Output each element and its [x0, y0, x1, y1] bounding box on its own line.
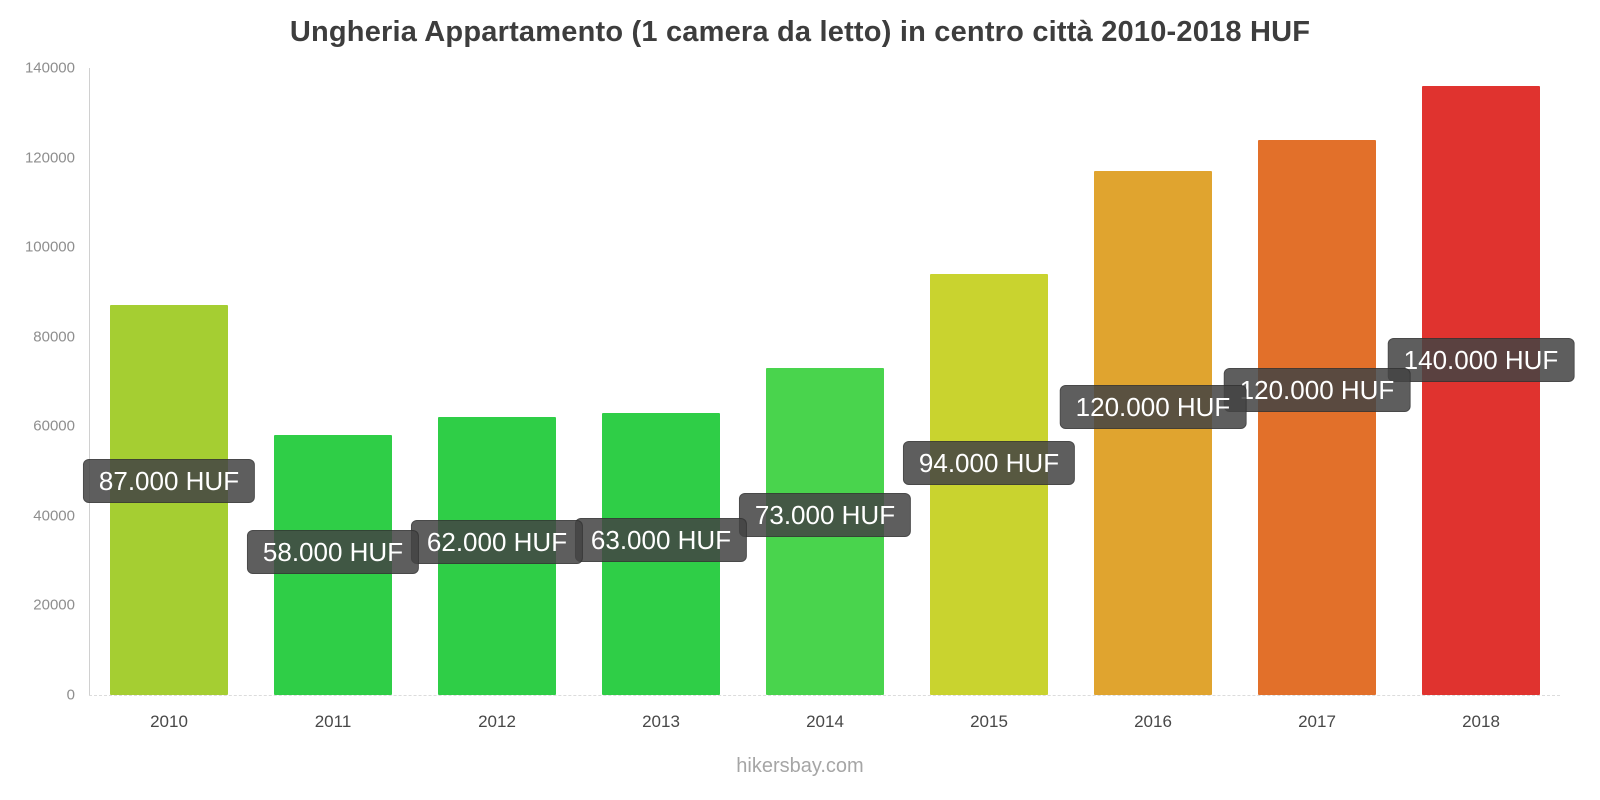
y-axis-tick-label: 140000: [24, 59, 75, 77]
value-tooltip-2010: 87.000 HUF: [82, 458, 256, 503]
y-axis-tick-label: 120000: [24, 149, 75, 167]
value-tooltip-2017: 120.000 HUF: [1223, 367, 1411, 412]
x-axis-label-2012: 2012: [478, 712, 516, 731]
y-axis-tick-label: 60000: [33, 417, 75, 435]
x-axis-label-2017: 2017: [1298, 712, 1336, 731]
chart-title: Ungheria Appartamento (1 camera da letto…: [289, 16, 1311, 48]
x-axis-label-2013: 2013: [642, 712, 680, 731]
value-tooltip-2011: 58.000 HUF: [246, 530, 420, 575]
value-tooltip-2014: 73.000 HUF: [738, 493, 912, 538]
value-tooltip-2012: 62.000 HUF: [410, 520, 584, 565]
x-axis-label-2010: 2010: [150, 712, 188, 731]
value-tooltip-2013: 63.000 HUF: [574, 517, 748, 562]
y-axis-tick-label: 40000: [33, 507, 75, 525]
x-axis-label-2016: 2016: [1134, 712, 1172, 731]
value-tooltip-2015: 94.000 HUF: [902, 441, 1076, 486]
watermark-hikersbay: hikersbay.com: [736, 755, 864, 777]
x-axis-label-2014: 2014: [806, 712, 844, 731]
y-axis-line: [89, 68, 90, 695]
x-axis-baseline: [89, 695, 1560, 696]
y-axis-tick-label: 0: [66, 686, 75, 704]
x-axis-label-2011: 2011: [314, 712, 352, 731]
value-tooltip-2018: 140.000 HUF: [1387, 338, 1575, 382]
y-axis-tick-label: 100000: [24, 238, 75, 256]
y-axis-tick-label: 20000: [33, 596, 75, 614]
bar-2016[interactable]: [1094, 171, 1212, 695]
value-tooltip-2016: 120.000 HUF: [1059, 384, 1247, 429]
y-axis-tick-label: 80000: [33, 328, 75, 346]
bar-2018[interactable]: [1422, 85, 1540, 695]
bar-2017[interactable]: [1258, 139, 1376, 695]
x-axis-label-2018: 2018: [1462, 712, 1500, 731]
x-axis-label-2015: 2015: [970, 712, 1008, 731]
